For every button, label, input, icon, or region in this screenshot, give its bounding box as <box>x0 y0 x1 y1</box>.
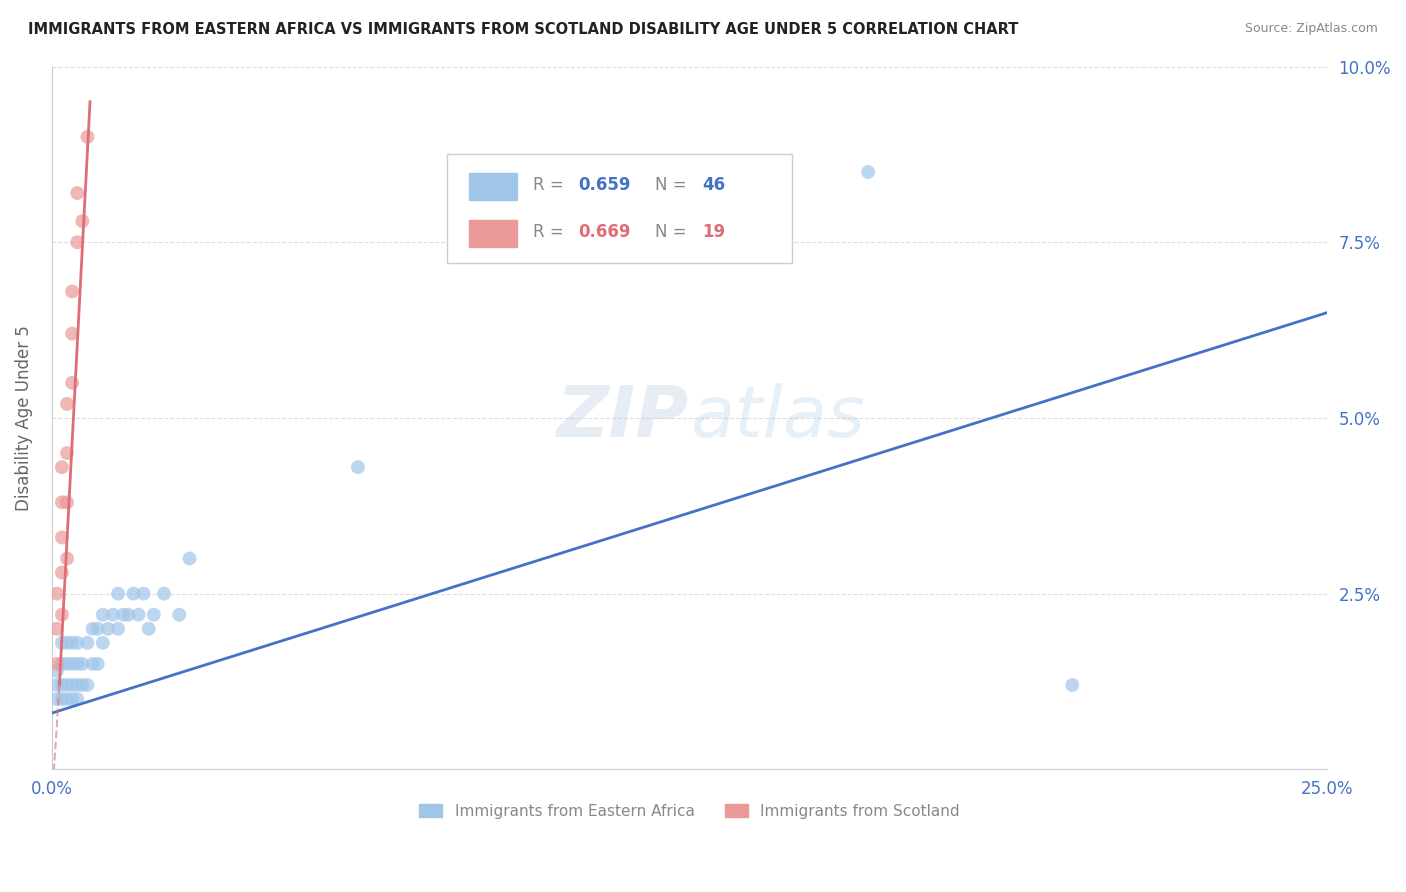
Point <box>142 607 165 622</box>
Point <box>51 566 73 580</box>
Point <box>60 376 83 390</box>
Text: 19: 19 <box>703 223 725 241</box>
Point <box>51 530 73 544</box>
Point <box>56 636 79 650</box>
Legend: Immigrants from Eastern Africa, Immigrants from Scotland: Immigrants from Eastern Africa, Immigran… <box>413 797 966 825</box>
Point <box>117 607 139 622</box>
Point <box>51 678 73 692</box>
Point <box>856 165 879 179</box>
Point <box>60 678 83 692</box>
Point <box>66 186 89 200</box>
Point <box>91 636 114 650</box>
Point <box>51 657 73 671</box>
Point <box>107 622 129 636</box>
Point <box>45 622 67 636</box>
Point <box>51 460 73 475</box>
Point <box>56 657 79 671</box>
Point <box>51 607 73 622</box>
Bar <box>468 220 517 247</box>
Point <box>66 692 89 706</box>
Point <box>122 587 145 601</box>
Point <box>56 678 79 692</box>
Point <box>66 678 89 692</box>
Point <box>56 692 79 706</box>
Point <box>72 214 94 228</box>
Point <box>82 622 104 636</box>
Point <box>72 657 94 671</box>
Point <box>179 551 201 566</box>
Text: N =: N = <box>655 223 692 241</box>
Point <box>60 636 83 650</box>
Bar <box>468 173 517 200</box>
Point <box>138 622 160 636</box>
Text: 0.659: 0.659 <box>579 176 631 194</box>
Text: Source: ZipAtlas.com: Source: ZipAtlas.com <box>1244 22 1378 36</box>
Point <box>66 657 89 671</box>
Point <box>45 664 67 678</box>
Point <box>66 235 89 250</box>
Text: atlas: atlas <box>689 384 865 452</box>
Point <box>60 326 83 341</box>
Point <box>76 636 98 650</box>
Text: 0.669: 0.669 <box>579 223 631 241</box>
Text: 46: 46 <box>703 176 725 194</box>
Point <box>45 692 67 706</box>
Y-axis label: Disability Age Under 5: Disability Age Under 5 <box>15 325 32 511</box>
Point <box>56 446 79 460</box>
Point <box>86 622 108 636</box>
Point <box>56 397 79 411</box>
Point <box>132 587 155 601</box>
Text: ZIP: ZIP <box>557 384 689 452</box>
Text: R =: R = <box>533 223 568 241</box>
Point <box>101 607 124 622</box>
Point <box>347 460 370 475</box>
Point <box>82 657 104 671</box>
Text: N =: N = <box>655 176 692 194</box>
Point <box>45 678 67 692</box>
Point <box>51 495 73 509</box>
Text: R =: R = <box>533 176 568 194</box>
Point <box>86 657 108 671</box>
Point <box>76 129 98 144</box>
Point <box>60 657 83 671</box>
Point <box>45 657 67 671</box>
Point <box>72 678 94 692</box>
Point <box>56 551 79 566</box>
Point <box>45 587 67 601</box>
Point <box>97 622 120 636</box>
Point <box>169 607 191 622</box>
Point <box>60 692 83 706</box>
Point <box>76 678 98 692</box>
Point <box>66 636 89 650</box>
Point <box>153 587 176 601</box>
Point <box>91 607 114 622</box>
Text: IMMIGRANTS FROM EASTERN AFRICA VS IMMIGRANTS FROM SCOTLAND DISABILITY AGE UNDER : IMMIGRANTS FROM EASTERN AFRICA VS IMMIGR… <box>28 22 1018 37</box>
FancyBboxPatch shape <box>447 154 792 263</box>
Point <box>107 587 129 601</box>
Point <box>128 607 150 622</box>
Point <box>1062 678 1084 692</box>
Point <box>51 636 73 650</box>
Point <box>51 692 73 706</box>
Point <box>60 285 83 299</box>
Point <box>112 607 135 622</box>
Point <box>56 495 79 509</box>
